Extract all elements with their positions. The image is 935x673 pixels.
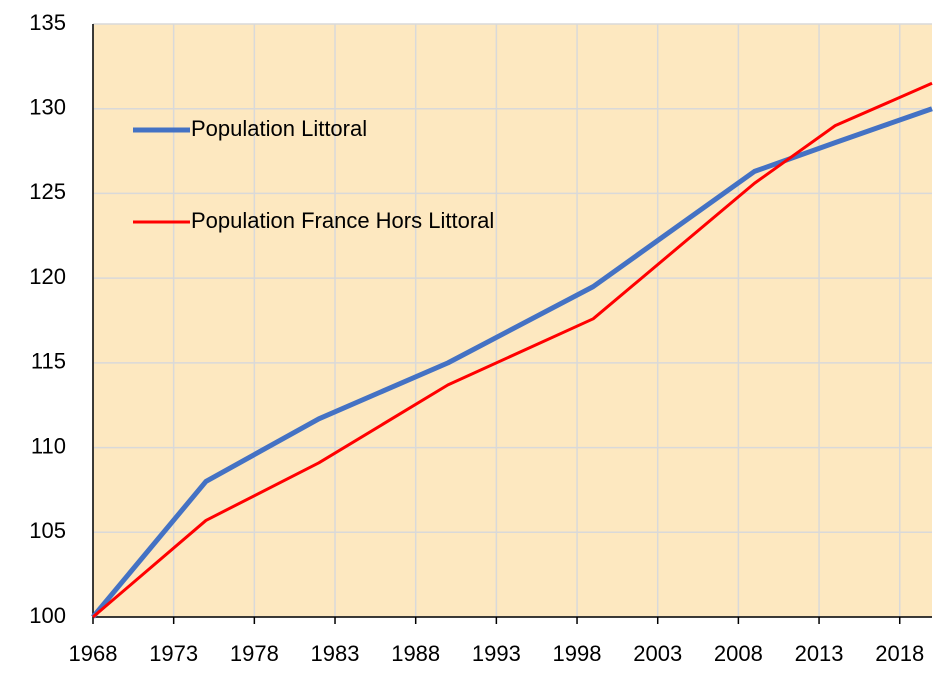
x-tick-label: 1973 xyxy=(149,641,198,666)
x-tick-label: 2003 xyxy=(633,641,682,666)
legend-label: Population France Hors Littoral xyxy=(191,208,494,233)
x-tick-label: 1968 xyxy=(69,641,118,666)
x-tick-label: 1983 xyxy=(311,641,360,666)
plot-area xyxy=(93,24,932,617)
y-tick-label: 110 xyxy=(31,433,66,458)
x-tick-label: 2013 xyxy=(795,641,844,666)
series-line xyxy=(91,106,933,619)
x-tick-label: 1988 xyxy=(391,641,440,666)
y-tick-label: 105 xyxy=(29,518,66,543)
y-tick-label: 130 xyxy=(29,95,66,120)
y-tick-label: 135 xyxy=(29,10,66,35)
y-tick-label: 125 xyxy=(29,179,66,204)
legend-label: Population Littoral xyxy=(191,116,367,141)
y-tick-label: 120 xyxy=(29,264,66,289)
x-tick-label: 1993 xyxy=(472,641,521,666)
y-tick-label: 100 xyxy=(29,603,66,628)
x-tick-label: 1998 xyxy=(553,641,602,666)
series-line xyxy=(92,81,933,619)
y-tick-label: 115 xyxy=(31,349,66,374)
x-tick-label: 2008 xyxy=(714,641,763,666)
x-tick-label: 2018 xyxy=(875,641,924,666)
x-tick-label: 1978 xyxy=(230,641,279,666)
